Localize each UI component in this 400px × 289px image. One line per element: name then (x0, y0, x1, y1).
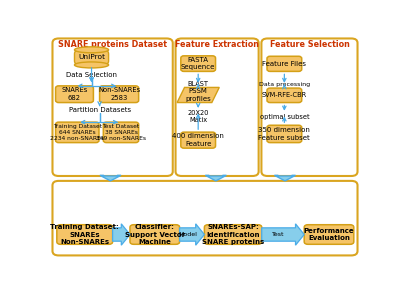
Text: Data Selection: Data Selection (66, 72, 117, 78)
FancyBboxPatch shape (267, 88, 302, 103)
Text: Data processing: Data processing (259, 81, 310, 87)
FancyBboxPatch shape (52, 181, 358, 255)
Text: Model: Model (178, 232, 197, 237)
Text: 20X20
Matix: 20X20 Matix (188, 110, 209, 123)
FancyBboxPatch shape (181, 132, 216, 148)
Text: Performance
Evaluation: Performance Evaluation (304, 228, 354, 241)
Text: BLAST: BLAST (188, 81, 209, 87)
FancyBboxPatch shape (267, 56, 302, 71)
Polygon shape (205, 175, 226, 181)
FancyBboxPatch shape (267, 125, 302, 142)
Text: SNAREs-SAP:
Identification
SNARE proteins: SNAREs-SAP: Identification SNARE protein… (202, 224, 264, 245)
Text: UniProt: UniProt (78, 54, 105, 60)
Text: Partition Datasets: Partition Datasets (68, 107, 131, 113)
FancyBboxPatch shape (204, 225, 262, 244)
Text: Feature Files: Feature Files (262, 61, 306, 67)
FancyBboxPatch shape (262, 38, 358, 176)
Text: Training Dataset:
SNAREs
Non-SNAREs: Training Dataset: SNAREs Non-SNAREs (50, 224, 119, 245)
FancyBboxPatch shape (176, 38, 259, 176)
Polygon shape (274, 175, 296, 181)
Text: Non-SNAREs
2583: Non-SNAREs 2583 (98, 88, 140, 101)
FancyBboxPatch shape (181, 56, 216, 71)
Polygon shape (262, 224, 304, 245)
Ellipse shape (74, 47, 108, 53)
Polygon shape (113, 224, 130, 245)
Text: Test: Test (272, 232, 285, 237)
Text: PSSM
profiles: PSSM profiles (185, 88, 211, 102)
Text: Feature Selection: Feature Selection (270, 40, 350, 49)
Text: optimal subset: optimal subset (260, 114, 309, 121)
FancyBboxPatch shape (56, 122, 99, 142)
FancyBboxPatch shape (103, 122, 139, 142)
Polygon shape (100, 175, 121, 181)
Text: Training Dataset
644 SNAREs
2234 non-SNAREs: Training Dataset 644 SNAREs 2234 non-SNA… (50, 124, 104, 141)
Text: 350 dimension
Feature subset: 350 dimension Feature subset (258, 127, 310, 141)
Text: Classifier:
Support Vector
Machine: Classifier: Support Vector Machine (125, 224, 185, 245)
Text: Feature Extraction: Feature Extraction (175, 40, 259, 49)
Ellipse shape (74, 62, 108, 68)
FancyBboxPatch shape (304, 225, 354, 244)
Text: SVM-RFE-CBR: SVM-RFE-CBR (262, 92, 307, 98)
FancyBboxPatch shape (100, 86, 139, 103)
Text: Test Dataset
38 SNAREs
349 non-SNAREs: Test Dataset 38 SNAREs 349 non-SNAREs (96, 124, 146, 141)
FancyBboxPatch shape (52, 38, 173, 176)
Text: SNARE proteins Dataset: SNARE proteins Dataset (58, 40, 167, 49)
Text: SNAREs
682: SNAREs 682 (61, 88, 88, 101)
FancyBboxPatch shape (74, 50, 108, 65)
Text: FASTA
Sequence: FASTA Sequence (181, 57, 215, 70)
FancyBboxPatch shape (130, 225, 180, 244)
FancyBboxPatch shape (56, 86, 94, 103)
Polygon shape (180, 224, 204, 245)
Polygon shape (177, 87, 219, 103)
Text: 400 dimension
Feature: 400 dimension Feature (172, 134, 224, 147)
FancyBboxPatch shape (57, 225, 113, 244)
